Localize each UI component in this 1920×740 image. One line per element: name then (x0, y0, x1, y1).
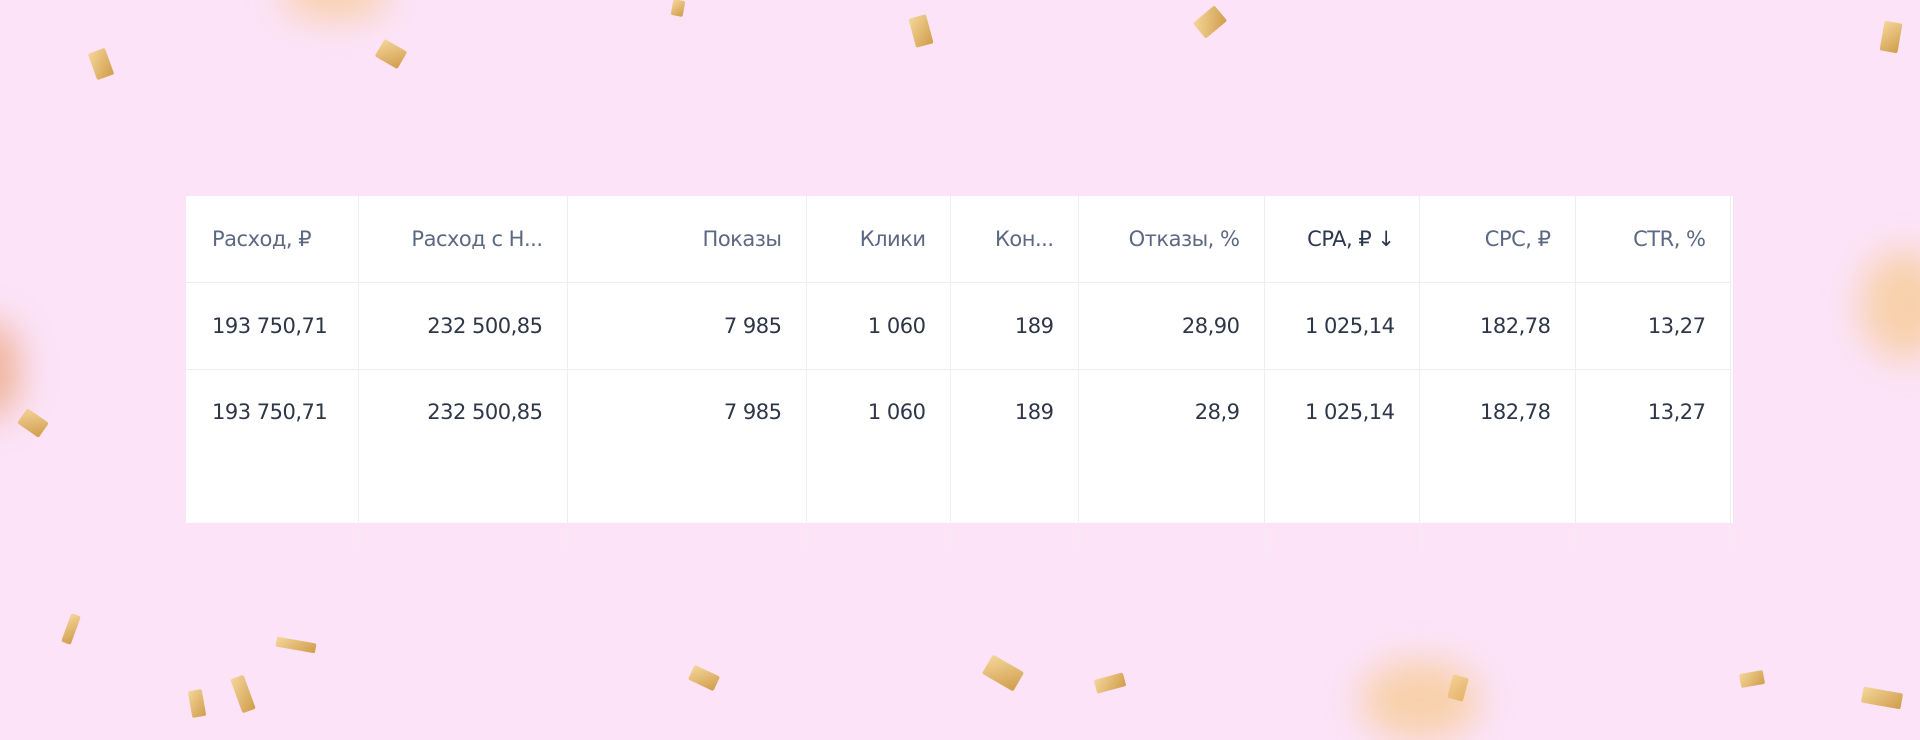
cell-impressions: 7 985 (567, 369, 807, 552)
statistics-table: Расход, ₽ Расход с Н... Показы Клики Кон… (186, 196, 1731, 552)
cell-impressions: 7 985 (567, 282, 807, 370)
column-header-cpa-sorted[interactable]: CPA, ₽ ↓ (1264, 196, 1420, 283)
cell-conversions: 189 (950, 369, 1079, 552)
statistics-table-container: Расход, ₽ Расход с Н... Показы Клики Кон… (186, 196, 1733, 552)
column-header-ctr[interactable]: CTR, % (1575, 196, 1731, 283)
cell-conversions: 189 (950, 282, 1079, 370)
cell-spend-vat: 232 500,85 (358, 282, 568, 370)
column-header-conversions[interactable]: Кон... (950, 196, 1079, 283)
cell-cpc: 182,78 (1419, 369, 1576, 552)
table-row: 193 750,71 232 500,85 7 985 1 060 189 28… (186, 282, 1731, 370)
cell-bounces: 28,9 (1078, 369, 1265, 552)
cell-spend-vat: 232 500,85 (358, 369, 568, 552)
column-header-spend[interactable]: Расход, ₽ (186, 196, 359, 283)
cell-ctr: 13,27 (1575, 369, 1731, 552)
cell-cpc: 182,78 (1419, 282, 1576, 370)
cell-cpa: 1 025,14 (1264, 282, 1420, 370)
column-header-cpc[interactable]: CPC, ₽ (1419, 196, 1576, 283)
cell-spend: 193 750,71 (186, 282, 359, 370)
cell-clicks: 1 060 (806, 369, 951, 552)
cell-clicks: 1 060 (806, 282, 951, 370)
column-header-clicks[interactable]: Клики (806, 196, 951, 283)
table-header-row: Расход, ₽ Расход с Н... Показы Клики Кон… (186, 196, 1731, 283)
cell-bounces: 28,90 (1078, 282, 1265, 370)
table-row: 193 750,71 232 500,85 7 985 1 060 189 28… (186, 369, 1731, 552)
cell-cpa: 1 025,14 (1264, 369, 1420, 552)
cell-spend: 193 750,71 (186, 369, 359, 552)
column-header-bounces[interactable]: Отказы, % (1078, 196, 1265, 283)
column-header-impressions[interactable]: Показы (567, 196, 807, 283)
column-header-spend-vat[interactable]: Расход с Н... (358, 196, 568, 283)
cell-ctr: 13,27 (1575, 282, 1731, 370)
